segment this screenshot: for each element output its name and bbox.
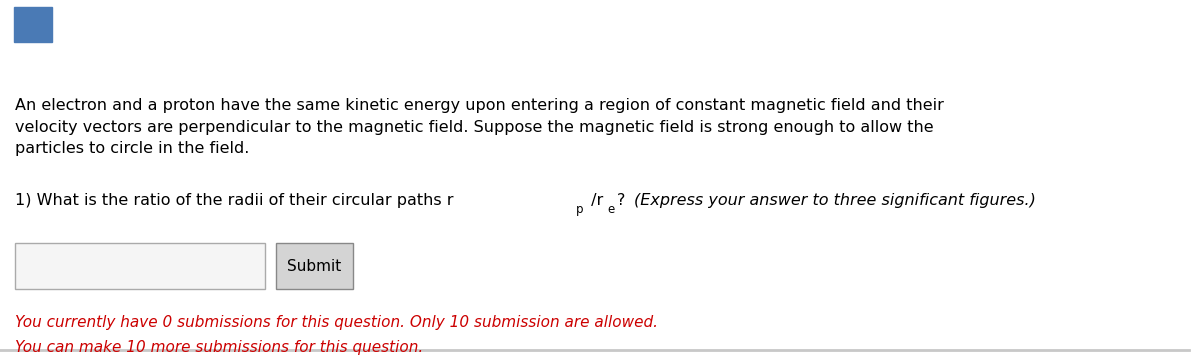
Text: (Express your answer to three significant figures.): (Express your answer to three significan… (635, 193, 1036, 208)
Text: e: e (607, 203, 614, 216)
FancyBboxPatch shape (276, 243, 353, 289)
Text: 1) What is the ratio of the radii of their circular paths r: 1) What is the ratio of the radii of the… (16, 193, 454, 208)
Text: You can make 10 more submissions for this question.: You can make 10 more submissions for thi… (16, 340, 424, 355)
Text: p: p (576, 203, 583, 216)
Text: /r: /r (586, 193, 602, 208)
FancyBboxPatch shape (14, 7, 53, 42)
Text: You currently have 0 submissions for this question. Only 10 submission are allow: You currently have 0 submissions for thi… (16, 315, 659, 330)
Text: ?: ? (617, 193, 630, 208)
Text: An electron and a proton have the same kinetic energy upon entering a region of : An electron and a proton have the same k… (16, 98, 944, 156)
Text: Submit: Submit (287, 259, 342, 274)
FancyBboxPatch shape (16, 243, 265, 289)
